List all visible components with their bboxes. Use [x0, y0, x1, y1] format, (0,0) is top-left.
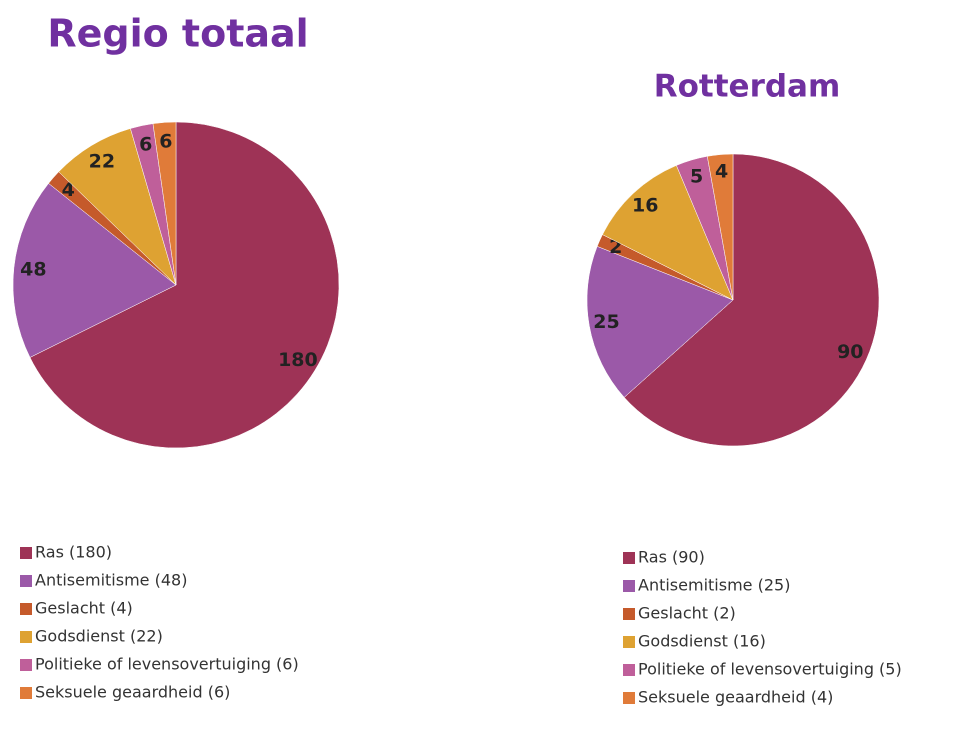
pie-slice — [602, 165, 734, 301]
legend-label: Godsdienst (22) — [35, 627, 163, 646]
legend-swatch — [20, 659, 32, 671]
pie-slice — [152, 121, 177, 286]
legend-swatch — [20, 547, 32, 559]
legend-swatch — [623, 664, 635, 676]
legend-swatch — [623, 552, 635, 564]
legend-swatch — [20, 687, 32, 699]
chart-title: Regio totaal — [47, 12, 308, 56]
pie-slice — [707, 153, 734, 301]
data-label: 22 — [89, 151, 115, 173]
legend-label: Seksuele geaardheid (6) — [35, 683, 230, 702]
data-label: 4 — [715, 161, 728, 183]
legend-label: Antisemitisme (48) — [35, 571, 187, 590]
legend-label: Politieke of levensovertuiging (6) — [35, 655, 299, 674]
data-label: 5 — [690, 165, 703, 187]
pie-slice — [12, 183, 177, 358]
data-label: 180 — [278, 349, 318, 371]
pie-slice — [29, 121, 340, 449]
legend-label: Geslacht (4) — [35, 599, 133, 618]
legend-label: Ras (180) — [35, 543, 112, 562]
data-label: 6 — [159, 130, 172, 152]
data-label: 6 — [139, 133, 152, 155]
legend-label: Geslacht (2) — [638, 604, 736, 623]
legend-swatch — [623, 608, 635, 620]
legend-swatch — [623, 580, 635, 592]
data-label: 16 — [632, 195, 658, 217]
legend-swatch — [20, 631, 32, 643]
legend-label: Antisemitisme (25) — [638, 576, 790, 595]
legend-swatch — [20, 603, 32, 615]
legend-label: Ras (90) — [638, 548, 705, 567]
data-label: 48 — [20, 258, 46, 280]
pie-slice — [623, 153, 880, 447]
data-label: 25 — [593, 311, 619, 333]
pie-slice — [586, 246, 734, 398]
legend-label: Godsdienst (16) — [638, 632, 766, 651]
legend-swatch — [623, 692, 635, 704]
legend-label: Politieke of levensovertuiging (5) — [638, 660, 902, 679]
legend-swatch — [623, 636, 635, 648]
legend-swatch — [20, 575, 32, 587]
legend-label: Seksuele geaardheid (4) — [638, 688, 833, 707]
chart-title: Rotterdam — [654, 69, 841, 105]
data-label: 90 — [837, 341, 863, 363]
